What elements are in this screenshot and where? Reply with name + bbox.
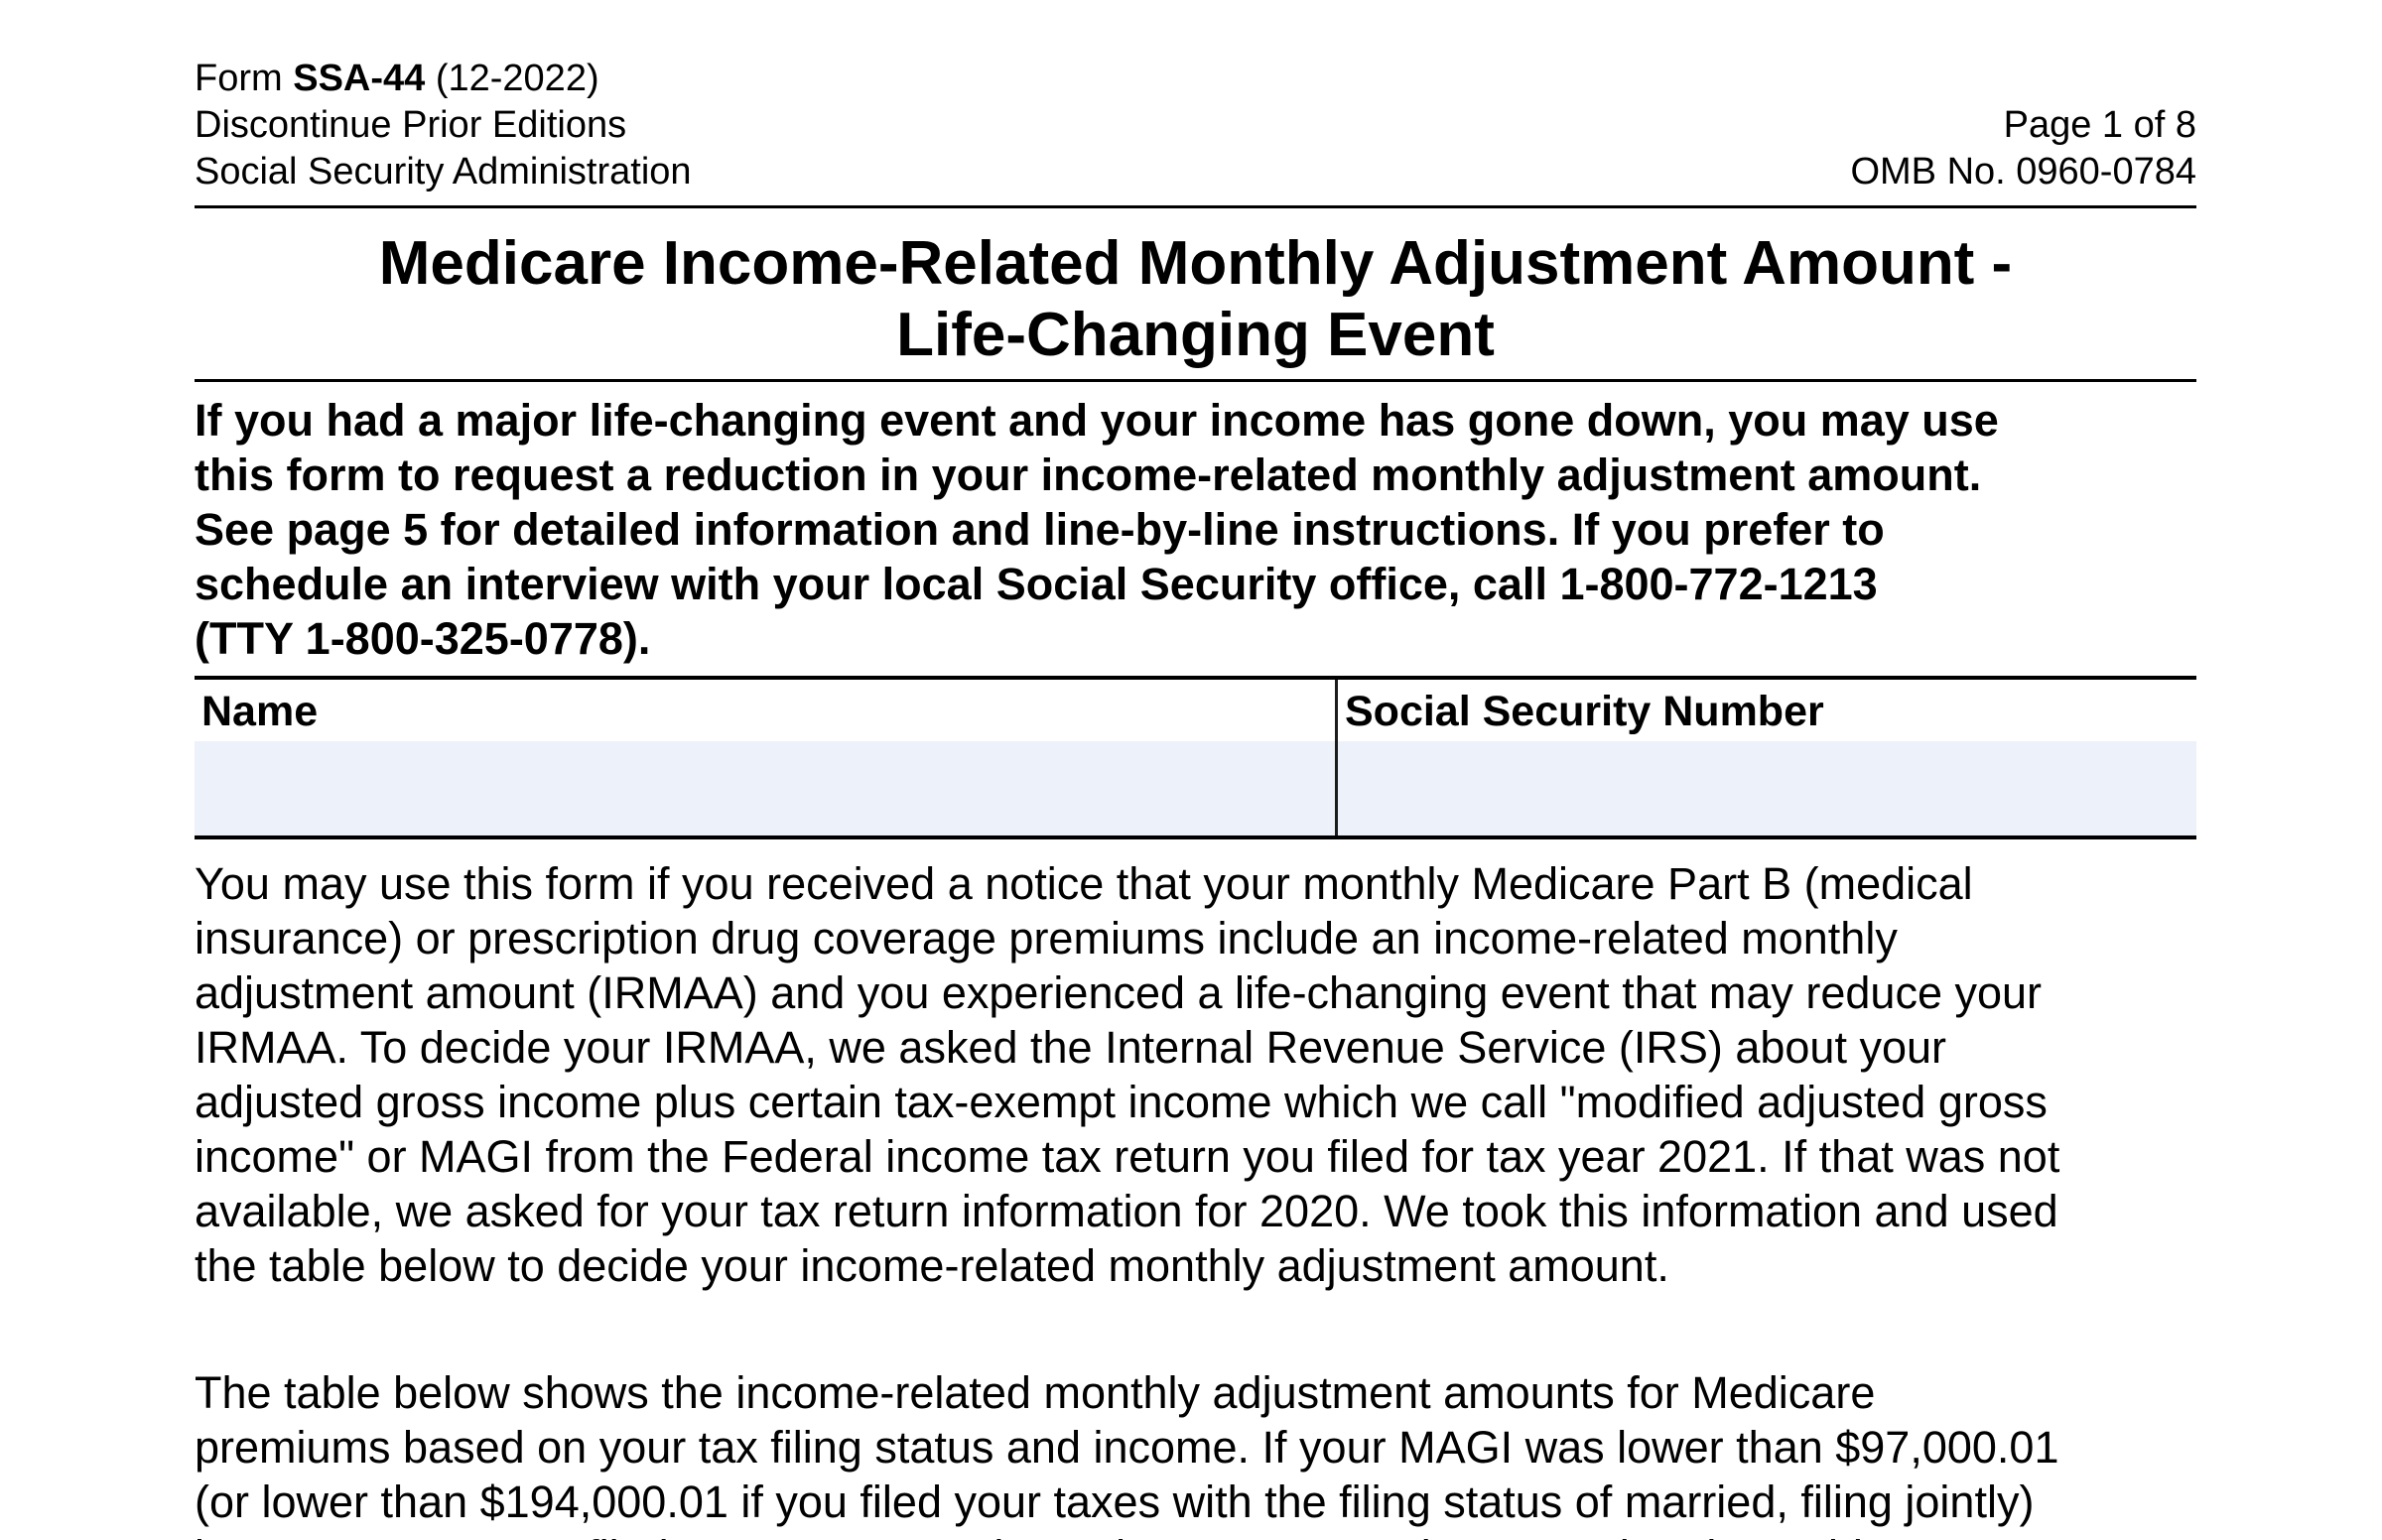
ssn-input-field[interactable]: [1338, 741, 2196, 835]
ssn-label: Social Security Number: [1345, 688, 1824, 735]
form-title: Medicare Income-Related Monthly Adjustme…: [195, 228, 2196, 371]
form-header: Form SSA-44 (12-2022) Discontinue Prior …: [195, 56, 2196, 195]
page-number: Page 1 of 8: [2003, 104, 2196, 146]
form-title-line2: Life-Changing Event: [896, 301, 1495, 369]
table-description-paragraph: The table below shows the income-related…: [195, 1367, 2059, 1540]
name-label: Name: [201, 688, 319, 735]
discontinue-note: Discontinue Prior Editions: [195, 104, 627, 146]
identity-fields-table: Name Social Security Number: [195, 676, 2196, 839]
name-input-field[interactable]: [195, 741, 1335, 835]
form-edition: (12-2022): [425, 58, 599, 99]
intro-instructions: If you had a major life-changing event a…: [195, 395, 1999, 664]
form-header-left: Form SSA-44 (12-2022) Discontinue Prior …: [195, 56, 692, 195]
name-cell: Name: [195, 680, 1338, 835]
usage-paragraph: You may use this form if you received a …: [195, 858, 2060, 1291]
form-title-line1: Medicare Income-Related Monthly Adjustme…: [378, 229, 2013, 298]
omb-number: OMB No. 0960-0784: [1850, 151, 2196, 192]
form-header-right: Page 1 of 8 OMB No. 0960-0784: [1850, 102, 2196, 195]
form-prefix: Form: [195, 58, 294, 99]
ssn-cell: Social Security Number: [1338, 680, 2196, 835]
form-number: SSA-44: [293, 58, 426, 99]
agency-name: Social Security Administration: [195, 151, 692, 192]
title-divider: [195, 379, 2196, 382]
form-number-line: Form SSA-44 (12-2022): [195, 56, 692, 102]
header-divider: [195, 205, 2196, 208]
